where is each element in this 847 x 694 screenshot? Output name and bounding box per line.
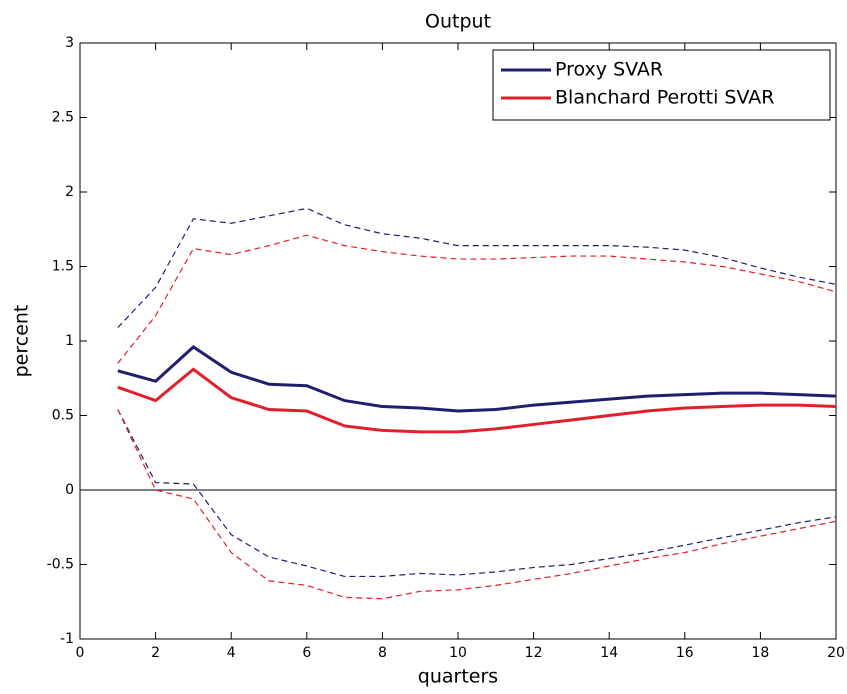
y-tick-label: -0.5 xyxy=(47,557,74,573)
legend-label: Proxy SVAR xyxy=(555,59,663,81)
series-line xyxy=(117,367,837,434)
legend-label: Blanchard Perotti SVAR xyxy=(555,87,774,109)
x-tick-label: 2 xyxy=(151,645,160,661)
y-tick-label: 2 xyxy=(65,184,74,200)
x-tick-label: 8 xyxy=(378,645,387,661)
lower-band xyxy=(117,409,837,578)
y-tick-label: 1.5 xyxy=(52,259,74,275)
upper-band xyxy=(117,207,837,329)
x-axis-label: quarters xyxy=(418,666,498,688)
upper-band xyxy=(117,234,837,364)
y-tick-label: -1 xyxy=(60,631,74,647)
lower-band xyxy=(117,409,837,600)
plot-area xyxy=(79,42,837,640)
y-tick-label: 1 xyxy=(65,333,74,349)
y-tick-label: 3 xyxy=(65,35,74,51)
x-tick-label: 0 xyxy=(76,645,85,661)
x-tick-label: 14 xyxy=(600,645,618,661)
chart-title: Output xyxy=(425,11,491,33)
x-tick-label: 6 xyxy=(302,645,311,661)
x-tick-label: 18 xyxy=(751,645,769,661)
x-tick-label: 12 xyxy=(525,645,543,661)
x-tick-label: 10 xyxy=(449,645,467,661)
y-axis-label: percent xyxy=(11,305,33,378)
x-tick-label: 20 xyxy=(827,645,845,661)
x-tick-label: 4 xyxy=(227,645,236,661)
y-tick-label: 0.5 xyxy=(52,408,74,424)
x-tick-label: 16 xyxy=(676,645,694,661)
series-line xyxy=(117,345,837,413)
legend-box xyxy=(492,49,831,121)
y-tick-label: 2.5 xyxy=(52,110,74,126)
y-tick-label: 0 xyxy=(65,482,74,498)
